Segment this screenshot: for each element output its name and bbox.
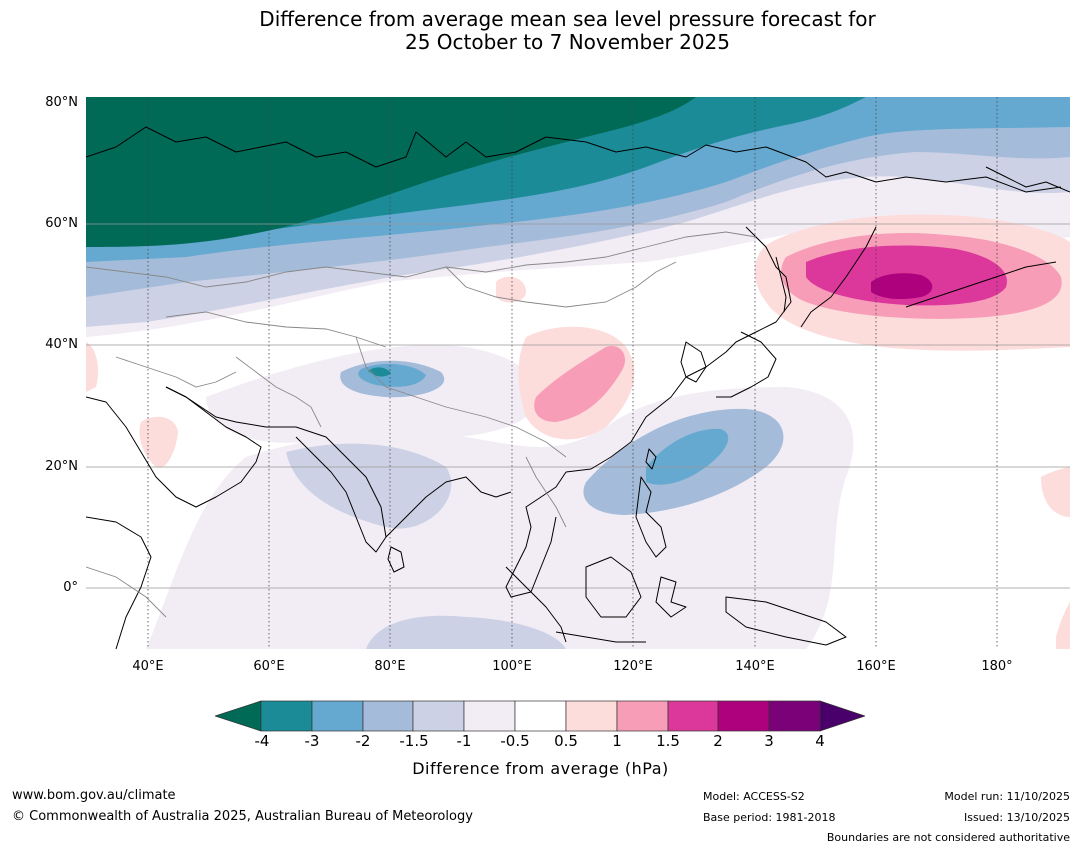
lon-label-60e: 60°E [253,659,285,674]
lat-label-80n: 80°N [45,95,78,110]
anomaly-fill-plus-2-npacific [871,273,933,300]
coastline-borneo [585,556,642,618]
coastline-sakhalin [775,256,787,313]
chart-title: Difference from average mean sea level p… [0,8,1081,54]
coastline-japan [716,331,777,398]
anomaly-map [86,97,1070,649]
coastline-java [555,631,646,643]
lon-label-120e: 120°E [613,659,653,674]
anomaly-fill-minus-4 [86,97,696,247]
graticule [86,97,1070,649]
lon-label-180: 180° [981,659,1013,674]
colorbar-tick: 3 [764,732,774,750]
colorbar-tick: -3 [304,732,320,750]
anomaly-fill-minus-1-india [286,443,452,529]
colorbar-swatch-above-4 [819,700,867,732]
coastlines [86,126,1070,649]
border-middle-east [115,356,237,388]
footer-copyright: © Commonwealth of Australia 2025, Austra… [12,809,473,824]
lon-label-160e: 160°E [856,659,896,674]
colorbar-tick: -1.5 [399,732,429,750]
colorbar-tick: -2 [355,732,371,750]
border-china-mongolia [445,261,677,308]
coastline-sulawesi [655,576,687,618]
coastline-philippines [635,476,667,558]
anomaly-fill-plus-0.5-pacific-se [1056,602,1070,649]
coastline-africa-horn [86,516,152,649]
footer-base-period: Base period: 1981-2018 [703,811,836,824]
coastline-alaska [985,166,1070,193]
coastline-arctic-russia [86,126,1062,193]
lon-label-100e: 100°E [492,659,532,674]
colorbar-swatch-1.5-to-2 [667,700,719,732]
colorbar-tick: 2 [713,732,723,750]
coastline-kamchatka [800,226,877,328]
colorbar-svg [213,700,867,732]
colorbar-swatch-3-to-4 [768,700,821,732]
lat-label-0: 0° [63,580,78,595]
coastline-sri-lanka [387,546,405,573]
colorbar-label: Difference from average (hPa) [412,759,669,778]
anomaly-fill-minus-1-south [366,615,566,649]
lon-label-140e: 140°E [735,659,775,674]
colorbar-swatch-minus-0.5-to-0.5 [514,700,567,732]
colorbar-tick: -0.5 [500,732,530,750]
colorbar-swatch-minus-1-to-minus-0.5 [463,700,516,732]
colorbar-tick: -4 [254,732,270,750]
anomaly-fill-plus-0.5-mongolia [496,276,526,303]
border-russia-south [86,231,757,288]
lat-label-60n: 60°N [45,216,78,231]
colorbar-swatch-minus-1.5-to-minus-1 [412,700,465,732]
anomaly-fill-plus-0.5-arabia [139,416,178,468]
colorbar-swatch-minus-2-to-minus-1.5 [362,700,414,732]
colorbar-tick: 4 [815,732,825,750]
colorbar-swatch-0.5-to-1 [565,700,618,732]
coastline-aleutians [905,261,1057,308]
title-line-1: Difference from average mean sea level p… [259,7,876,31]
coastline-india [295,426,387,553]
colorbar [213,700,867,732]
footer-website-link[interactable]: www.bom.gov.au/climate [12,788,176,803]
coastline-southeast-asia [505,471,567,598]
border-indochina [525,456,567,528]
map-canvas [86,97,1070,649]
border-iran-pakistan [235,356,322,428]
colorbar-tick: 0.5 [554,732,578,750]
coastline-korea [680,341,707,383]
colorbar-swatch-minus-3-to-minus-2 [311,700,364,732]
colorbar-swatch-2-to-3 [717,700,770,732]
colorbar-tick: 1.5 [656,732,680,750]
anomaly-fill-minus-2-pacific [646,428,729,485]
lat-label-40n: 40°N [45,337,78,352]
border-china-west [355,336,567,458]
anomaly-fill-plus-1-china [534,346,626,422]
anomaly-fill-plus-0.5-westedge [86,342,98,392]
colorbar-tick: -1 [456,732,472,750]
coastline-east-asia [565,226,792,473]
colorbar-swatch-minus-4-to-minus-3 [260,700,313,732]
colorbar-swatch-below-minus-4 [213,700,262,732]
coastline-arabia [86,386,262,508]
colorbar-swatch-1-to-1.5 [616,700,669,732]
coastline-new-guinea [725,596,847,646]
footer-issued: Issued: 13/10/2025 [963,811,1070,824]
footer-model-run: Model run: 11/10/2025 [944,790,1070,803]
lat-label-20n: 20°N [45,459,78,474]
title-line-2: 25 October to 7 November 2025 [404,30,731,54]
anomaly-fill-plus-0.5-pacific-east [1041,467,1070,517]
border-africa [86,566,167,618]
footer-model: Model: ACCESS-S2 [703,790,805,803]
coastline-taiwan [645,448,657,470]
coastline-sumatra [505,566,567,643]
coastline-bay-of-bengal [385,476,512,538]
lon-label-80e: 80°E [374,659,406,674]
footer-disclaimer: Boundaries are not considered authoritat… [826,831,1070,844]
colorbar-tick: 1 [612,732,622,750]
lon-label-40e: 40°E [132,659,164,674]
country-borders [86,231,757,618]
coastline-persian-gulf [165,386,296,428]
